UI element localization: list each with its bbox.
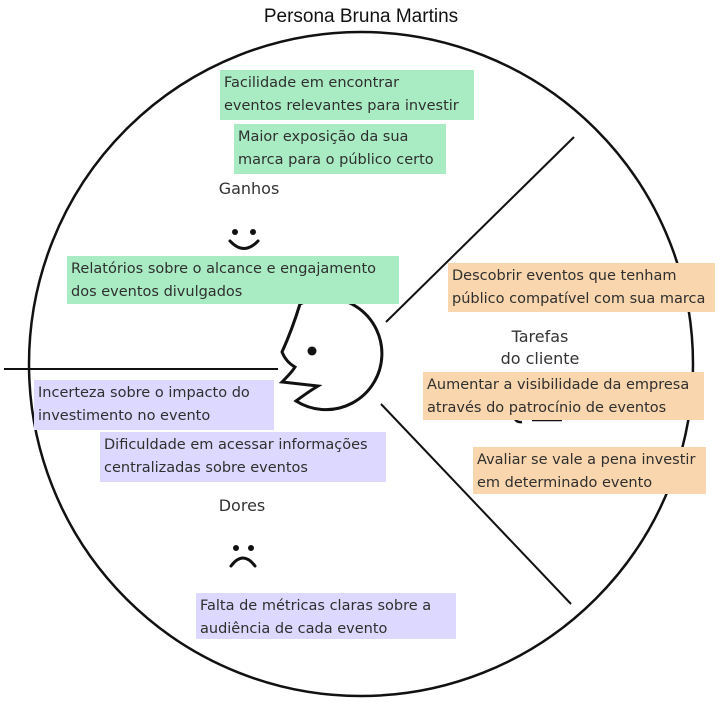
pain-note: Dificuldade em acessar informações centr… xyxy=(100,432,386,482)
divider-upper-right xyxy=(385,136,575,323)
job-note: Aumentar a visibilidade da empresa atrav… xyxy=(423,372,704,420)
jobs-label-line2: do cliente xyxy=(500,349,580,368)
frown-icon xyxy=(229,545,257,568)
pain-note: Incerteza sobre o impacto do investiment… xyxy=(34,380,274,430)
pain-note: Falta de métricas claras sobre a audiênc… xyxy=(196,593,456,639)
gain-note: Relatórios sobre o alcance e engajamento… xyxy=(67,256,399,304)
gain-note: Maior exposição da sua marca para o públ… xyxy=(234,124,446,174)
gain-note: Facilidade em encontrar eventos relevant… xyxy=(220,70,474,120)
pains-label: Dores xyxy=(218,496,266,515)
diagram-title: Persona Bruna Martins xyxy=(263,6,459,27)
jobs-label: Tarefas do cliente xyxy=(490,326,590,370)
face-profile-icon xyxy=(278,296,384,412)
gains-label: Ganhos xyxy=(218,179,280,198)
job-note: Descobrir eventos que tenham público com… xyxy=(448,263,715,312)
jobs-label-line1: Tarefas xyxy=(511,327,569,346)
outer-circle xyxy=(27,30,695,698)
smile-icon xyxy=(228,229,260,250)
divider-lower-right xyxy=(380,403,572,605)
job-note: Avaliar se vale a pena investir em deter… xyxy=(473,447,706,494)
